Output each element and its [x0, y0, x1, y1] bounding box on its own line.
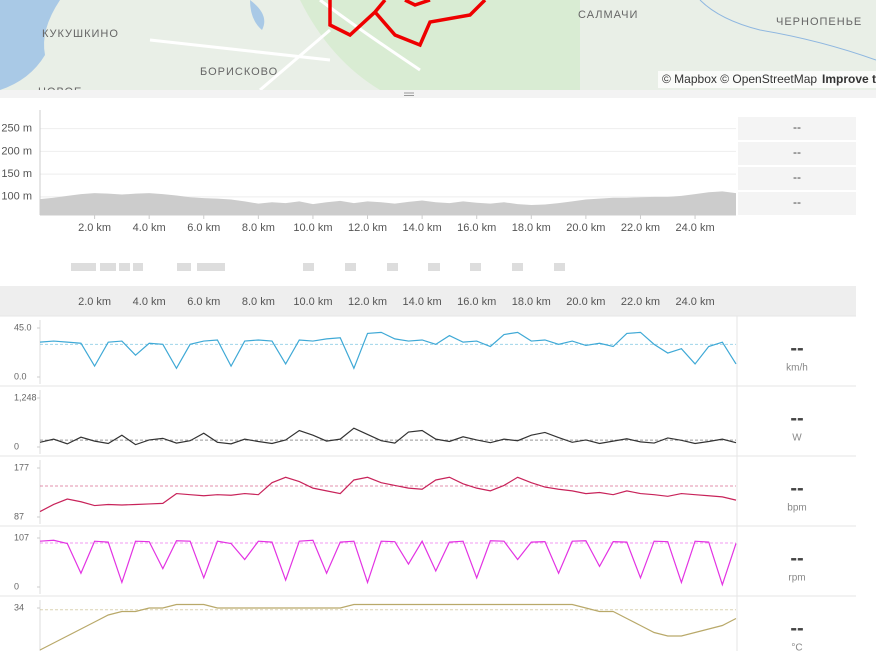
x-tick-label: 12.0 km — [348, 222, 387, 234]
y-tick-label: 0.0 — [14, 371, 27, 381]
x-tick-label: 10.0 km — [293, 222, 332, 234]
x-tick-label: 20.0 km — [566, 296, 605, 308]
stat-box — [738, 192, 856, 215]
stream-stat: -- — [790, 337, 803, 359]
x-tick-label: 18.0 km — [512, 296, 551, 308]
segment[interactable] — [100, 263, 116, 271]
stream-header — [0, 286, 856, 316]
segment[interactable] — [177, 263, 191, 271]
y-tick-label: 1,248 — [14, 392, 37, 402]
y-tick-label: 250 m — [1, 123, 32, 135]
y-tick-label: 200 m — [1, 145, 32, 157]
stream-unit: rpm — [788, 573, 805, 584]
stream-line — [39, 427, 737, 446]
stream-line — [39, 476, 737, 513]
y-tick-label: 45.0 — [14, 322, 32, 332]
y-tick-label: 87 — [14, 511, 24, 521]
improve-map-link[interactable]: Improve t — [822, 72, 876, 86]
attribution-bg — [658, 71, 876, 88]
segment[interactable] — [428, 263, 440, 271]
place-label: БОРИСКОВО — [200, 66, 278, 78]
stat-value: -- — [793, 145, 801, 159]
stream-line — [39, 331, 737, 370]
stream-line — [39, 539, 737, 587]
x-tick-label: 4.0 km — [133, 296, 166, 308]
x-tick-label: 14.0 km — [403, 222, 442, 234]
x-tick-label: 2.0 km — [78, 222, 111, 234]
stream-stat: -- — [790, 477, 803, 499]
segment[interactable] — [119, 263, 130, 271]
resize-handle[interactable] — [0, 90, 876, 98]
y-tick-label: 0 — [14, 581, 19, 591]
stream-unit: bpm — [787, 503, 806, 514]
map[interactable]: КУКУШКИНО БОРИСКОВО САЛМАЧИ ЧЕРНОПЕНЬЕ Н… — [0, 0, 876, 98]
stat-value: -- — [793, 120, 801, 134]
segment[interactable] — [303, 263, 314, 271]
segment[interactable] — [345, 263, 356, 271]
x-tick-label: 12.0 km — [348, 296, 387, 308]
x-tick-label: 16.0 km — [457, 296, 496, 308]
stat-box — [738, 167, 856, 190]
stream-stat: -- — [790, 407, 803, 429]
x-tick-label: 6.0 km — [187, 222, 220, 234]
stream-unit: °C — [791, 643, 802, 651]
stat-value: -- — [793, 195, 801, 209]
y-tick-label: 177 — [14, 462, 29, 472]
elevation-area — [40, 191, 736, 215]
segment[interactable] — [71, 263, 96, 271]
y-tick-label: 100 m — [1, 191, 32, 203]
y-tick-label: 0 — [14, 441, 19, 451]
segment[interactable] — [554, 263, 565, 271]
x-tick-label: 20.0 km — [566, 222, 605, 234]
segment[interactable] — [512, 263, 523, 271]
green — [300, 0, 580, 90]
x-tick-label: 14.0 km — [403, 296, 442, 308]
place-label: САЛМАЧИ — [578, 9, 638, 21]
x-tick-label: 24.0 km — [675, 296, 714, 308]
x-tick-label: 22.0 km — [621, 296, 660, 308]
stream-unit: km/h — [786, 363, 808, 374]
segments — [71, 263, 565, 271]
place-label: НОВОЕ — [38, 86, 82, 98]
segment[interactable] — [387, 263, 398, 271]
place-label: ЧЕРНОПЕНЬЕ — [776, 16, 862, 28]
x-tick-label: 16.0 km — [457, 222, 496, 234]
river — [699, 0, 876, 61]
y-tick-label: 34 — [14, 602, 24, 612]
x-tick-label: 6.0 km — [187, 296, 220, 308]
x-tick-label: 18.0 km — [512, 222, 551, 234]
y-tick-label: 107 — [14, 532, 29, 542]
x-tick-label: 8.0 km — [242, 222, 275, 234]
water — [0, 0, 60, 90]
lake — [250, 0, 265, 30]
stream-stat: -- — [790, 617, 803, 639]
x-tick-label: 4.0 km — [133, 222, 166, 234]
x-tick-label: 8.0 km — [242, 296, 275, 308]
route — [328, 0, 487, 48]
x-tick-label: 2.0 km — [78, 296, 111, 308]
stream-unit: W — [792, 433, 802, 444]
stream-stat: -- — [790, 547, 803, 569]
stream-line — [39, 603, 737, 651]
x-tick-label: 10.0 km — [293, 296, 332, 308]
segment[interactable] — [133, 263, 143, 271]
x-tick-label: 24.0 km — [675, 222, 714, 234]
handle-grip — [404, 92, 414, 96]
segment[interactable] — [470, 263, 481, 271]
stat-box — [738, 142, 856, 165]
attribution[interactable]: © Mapbox © OpenStreetMap — [662, 72, 817, 86]
y-tick-label: 150 m — [1, 168, 32, 180]
stat-value: -- — [793, 170, 801, 184]
x-tick-label: 22.0 km — [621, 222, 660, 234]
place-label: КУКУШКИНО — [42, 28, 119, 40]
segment[interactable] — [197, 263, 225, 271]
stat-box — [738, 117, 856, 140]
